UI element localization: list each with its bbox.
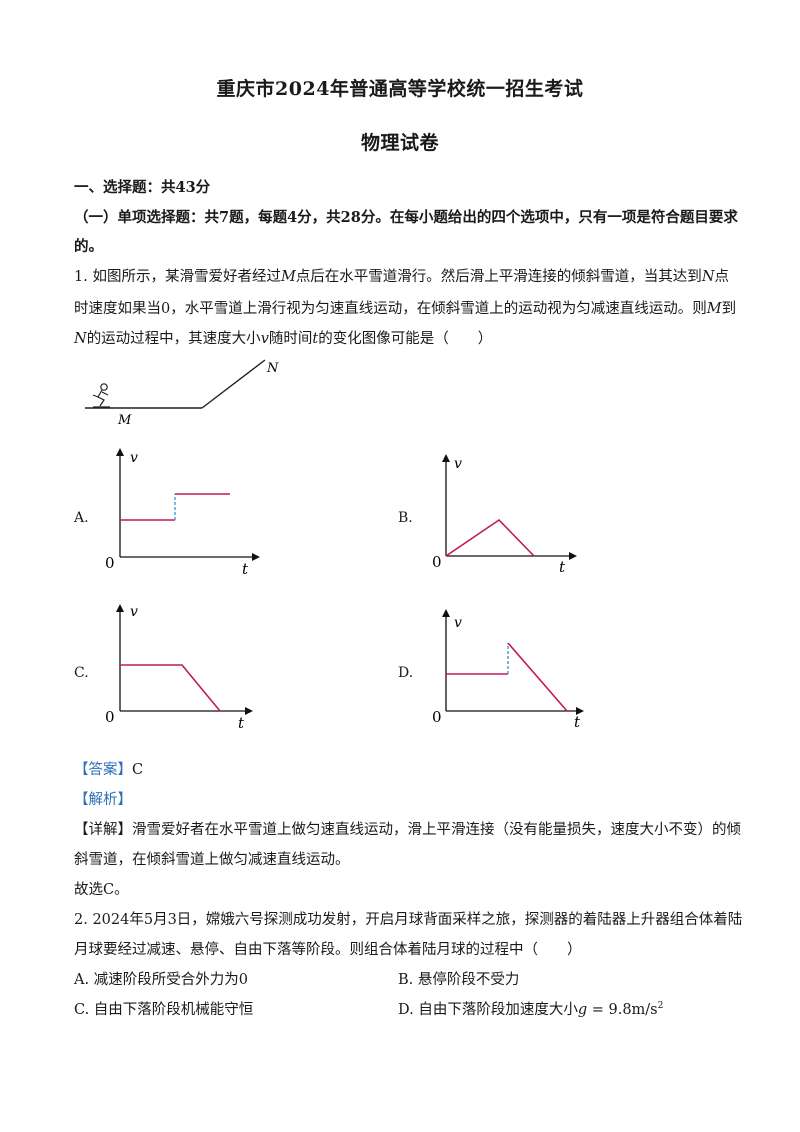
svg-text:0: 0	[105, 554, 115, 572]
option-a-label[interactable]: A.	[74, 510, 89, 526]
label-M: M	[117, 413, 132, 428]
section-instructions-cont: 的。	[74, 238, 103, 255]
option-b-graph[interactable]: v 0 t	[424, 450, 594, 580]
option-d-label[interactable]: D.	[398, 665, 414, 681]
option-d-graph[interactable]: v 0 t	[424, 605, 599, 735]
q1-analysis-tag: 【解析】	[74, 792, 132, 808]
page-title: 重庆市2024年普通高等学校统一招生考试	[216, 78, 584, 100]
svg-text:t: t	[559, 558, 566, 576]
section-heading: 一、选择题：共43分	[74, 179, 211, 196]
q1-answer: 【答案】C	[74, 762, 144, 778]
q2-line-1: 2. 2024年5月3日，嫦娥六号探测成功发射，开启月球背面采样之旅，探测器的着…	[74, 912, 743, 928]
svg-text:v: v	[454, 615, 462, 631]
svg-text:t: t	[238, 714, 245, 732]
slope-diagram: M N	[85, 359, 279, 428]
q2-option-c[interactable]: C. 自由下落阶段机械能守恒	[74, 1002, 254, 1018]
q1-line-1: 1. 如图所示，某滑雪爱好者经过M点后在水平雪道滑行。然后滑上平滑连接的倾斜雪道…	[74, 269, 729, 285]
q1-detail-line-1: 【详解】滑雪爱好者在水平雪道上做匀速直线运动，滑上平滑连接（没有能量损失，速度大…	[74, 822, 741, 838]
option-c-graph[interactable]: v 0 t	[100, 598, 270, 734]
option-a-graph[interactable]: v 0 t	[100, 442, 270, 578]
q2-option-b[interactable]: B. 悬停阶段不受力	[398, 972, 520, 988]
option-c-label[interactable]: C.	[74, 665, 89, 681]
q2-option-a[interactable]: A. 减速阶段所受合外力为0	[74, 972, 248, 988]
q2-option-d[interactable]: D. 自由下落阶段加速度大小g = 9.8m/s2	[398, 1001, 664, 1018]
page-subtitle: 物理试卷	[360, 132, 439, 154]
skier-icon	[92, 383, 110, 408]
option-b-label[interactable]: B.	[398, 510, 413, 526]
svg-text:v: v	[454, 456, 462, 472]
label-N: N	[266, 361, 279, 376]
svg-text:0: 0	[105, 708, 115, 726]
svg-text:0: 0	[432, 708, 442, 726]
q1-detail-line-2: 斜雪道，在倾斜雪道上做匀减速直线运动。	[74, 852, 350, 868]
svg-text:t: t	[574, 713, 581, 731]
q1-line-2: 时速度如果当0，水平雪道上滑行视为匀速直线运动，在倾斜雪道上的运动视为匀减速直线…	[74, 301, 737, 317]
svg-text:0: 0	[432, 553, 442, 571]
svg-text:v: v	[130, 450, 138, 466]
q1-conclusion: 故选C。	[74, 882, 129, 898]
svg-text:v: v	[130, 604, 138, 620]
q1-line-3: N的运动过程中，其速度大小v随时间t的变化图像可能是（ ）	[74, 331, 493, 347]
svg-text:t: t	[242, 560, 249, 578]
q2-line-2: 月球要经过减速、悬停、自由下落等阶段。则组合体着陆月球的过程中（ ）	[74, 942, 582, 958]
section-instructions: （一）单项选择题：共7题，每题4分，共28分。在每小题给出的四个选项中，只有一项…	[74, 209, 738, 226]
